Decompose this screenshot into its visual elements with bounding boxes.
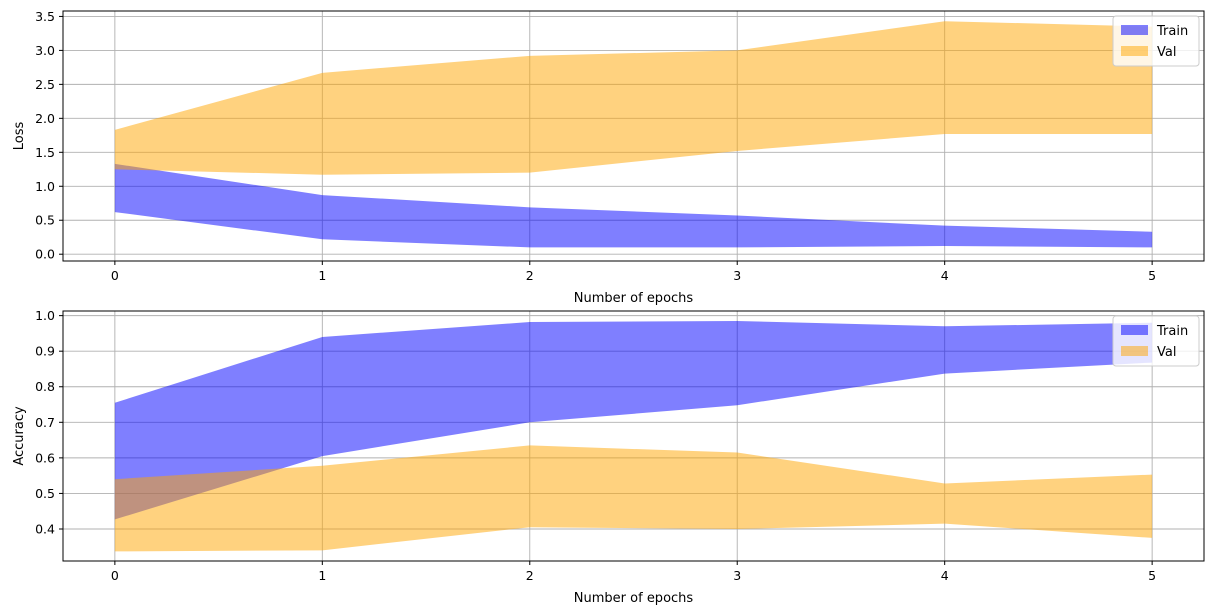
x-tick-label: 0: [111, 568, 119, 583]
x-tick-label: 0: [111, 268, 119, 283]
legend-swatch-val: [1121, 46, 1148, 56]
y-tick-label: 0.9: [35, 344, 55, 359]
axes-frame: [62, 310, 1205, 562]
x-tick-label: 3: [733, 568, 741, 583]
y-tick-label: 0.5: [35, 213, 55, 228]
legend: Train Val: [1112, 315, 1200, 367]
y-tick-label: 0.8: [35, 379, 55, 394]
y-tick-label: 0.0: [35, 247, 55, 262]
y-axis-label: Loss: [12, 122, 27, 151]
legend-label-val: Val: [1157, 345, 1176, 360]
x-tick-label: 5: [1148, 268, 1156, 283]
legend-swatch-train: [1121, 25, 1148, 35]
x-tick-label: 4: [941, 268, 949, 283]
legend: Train Val: [1112, 15, 1200, 67]
y-axis-label: Accuracy: [12, 406, 27, 466]
x-tick-label: 2: [526, 268, 534, 283]
y-tick-label: 1.0: [35, 179, 55, 194]
legend-label-val: Val: [1157, 45, 1176, 60]
x-tick-label: 1: [318, 268, 326, 283]
x-axis-label: Number of epochs: [574, 591, 694, 606]
band-train: [114, 320, 1153, 520]
band-val: [114, 21, 1153, 175]
legend-swatch-val: [1121, 346, 1148, 356]
axes-frame: [62, 10, 1205, 262]
x-tick-label: 4: [941, 568, 949, 583]
band-train: [114, 163, 1153, 248]
x-tick-label: 3: [733, 268, 741, 283]
legend-label-train: Train: [1156, 24, 1188, 39]
y-tick-label: 3.0: [35, 43, 55, 58]
y-tick-label: 0.4: [35, 521, 55, 536]
legend-label-train: Train: [1156, 324, 1188, 339]
y-tick-label: 2.5: [35, 77, 55, 92]
band-val: [114, 445, 1153, 552]
x-axis-label: Number of epochs: [574, 291, 694, 306]
y-tick-label: 2.0: [35, 111, 55, 126]
x-tick-label: 1: [318, 568, 326, 583]
y-tick-label: 0.7: [35, 415, 55, 430]
loss-panel: 0 1 2 3 4 5 0.0 0.5 1.0 1.5 2.0 2.5 3.0 3.5 Number of …: [12, 9, 1205, 306]
y-tick-label: 1.0: [35, 308, 55, 323]
y-tick-label: 0.5: [35, 486, 55, 501]
accuracy-panel: 0 1 2 3 4 5 0.4 0.5 0.6 0.7 0.8 0.9 1.0 Number of epo…: [12, 308, 1205, 606]
x-tick-label: 5: [1148, 568, 1156, 583]
y-tick-label: 3.5: [35, 9, 55, 24]
legend-swatch-train: [1121, 325, 1148, 335]
x-tick-label: 2: [526, 568, 534, 583]
y-tick-label: 0.6: [35, 450, 55, 465]
y-tick-label: 1.5: [35, 145, 55, 160]
